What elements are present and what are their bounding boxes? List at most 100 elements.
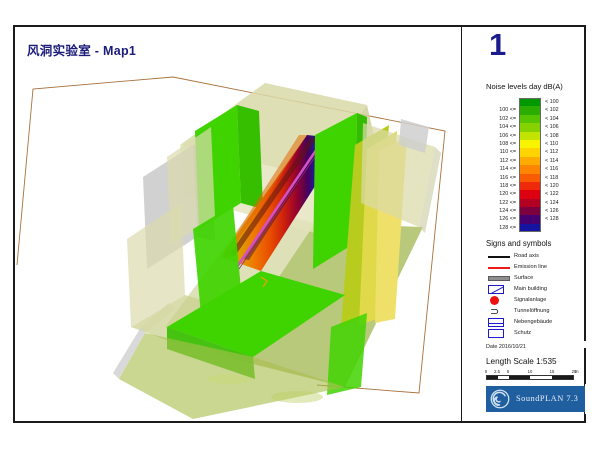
noise-legend-upper-bound: < 106 [545,124,559,131]
noise-legend-row: 104 <= < 106 [486,123,590,132]
symbols-legend: Road axis Emission line Surface Main buildi… [486,251,590,339]
symbol-legend-row: Surface [486,273,590,284]
noise-legend-row: 128 <= [486,223,590,233]
ground-slab-bottom-corner [141,303,175,333]
noise-legend-row: 122 <= < 124 [486,198,590,208]
ground-contour-blob-b [271,391,323,403]
noise-legend-lower-bound: 120 <= [499,191,516,198]
symbol-legend-label: Signalanlage [514,297,547,303]
noise-legend-color-swatch [519,123,541,132]
noise-legend-color-swatch [519,215,541,224]
emission-line-icon [488,262,510,273]
symbol-legend-row: Road axis [486,251,590,262]
tunnel-opening-icon-shape: ⊃ [490,305,500,318]
noise-legend-color-swatch [519,98,541,107]
noise-legend-row: < 100 [486,98,590,107]
symbol-legend-label: Main building [514,286,547,292]
symbol-legend-label: Tunnelöffnung [514,308,550,314]
symbol-legend-row: Emission line [486,262,590,273]
road-axis-line-icon [488,251,510,262]
noise-legend-lower-bound: 110 <= [499,149,516,156]
soundplan-logo-bar[interactable]: SoundPLAN 7.3 [486,386,598,412]
noise-legend-color-swatch [519,165,541,174]
emission-line-3d [235,136,327,268]
noise-legend-upper-bound: < 120 [545,182,559,189]
noise-legend-upper-bound: < 108 [545,132,559,139]
protection-icon [488,328,510,339]
symbol-legend-row: Main building [486,284,590,295]
noise-legend-lower-bound: 102 <= [499,115,516,122]
noise-legend-upper-bound: < 128 [545,216,559,223]
noise-band-streak-a [229,137,317,256]
noise-band-streak-c [221,135,307,257]
scale-unit-label: m [575,369,579,374]
noise-legend-row: 114 <= < 116 [486,165,590,174]
band-green-left [193,205,241,315]
noise-legend-lower-bound: 100 <= [499,107,516,114]
noise-legend-color-swatch [519,156,541,166]
noise-legend-lower-bound: 108 <= [499,140,516,147]
noise-legend-color-swatch [519,139,541,149]
noise-legend-lower-bound: 114 <= [499,166,516,173]
scale-tick-label: 0 [484,369,488,374]
noise-legend-lower-bound: 126 <= [499,216,516,223]
symbol-legend-row: Signalanlage [486,295,590,306]
noise-legend-color-swatch [519,131,541,140]
road-axis-line-icon-shape [488,255,510,258]
scale-tick-label: 2.5 [494,369,500,374]
signal-circle-icon [488,295,510,306]
main-building-icon-shape [488,285,504,294]
symbol-legend-label: Surface [514,275,534,281]
symbol-legend-row: ⊃ Tunnelöffnung [486,306,590,317]
noise-legend-color-swatch [519,148,541,157]
noise-legend-color-swatch [519,223,541,233]
noise-legend-color-swatch [519,207,541,216]
facade-green-center [313,113,357,269]
noise-legend-upper-bound: < 104 [545,115,559,122]
symbol-legend-row: Nebengebäude [486,317,590,328]
soundplan-logo-text: SoundPLAN 7.3 [516,394,579,403]
scale-tick-label: 20 [571,369,577,374]
noise-legend-lower-bound: 124 <= [499,208,516,215]
scale-tick-label: 10 [527,369,533,374]
secondary-building-icon-shape [488,318,504,327]
noise-legend-row: 100 <= < 102 [486,106,590,115]
page-number: 1 [489,27,507,62]
noise-band-corridor [221,135,345,271]
noise-model-3d[interactable] [15,27,461,421]
noise-legend-color-swatch [519,173,541,182]
panel-divider [461,27,462,421]
noise-legend-lower-bound: 118 <= [499,182,516,189]
noise-legend-upper-bound: < 126 [545,208,559,215]
logo-clip-mask [585,384,600,414]
patch-green-lower-right [327,313,367,395]
ground-contour-blob-a [207,374,251,384]
main-building-icon [488,284,510,295]
map-viewport[interactable] [15,27,461,421]
secondary-building-icon [488,317,510,328]
noise-legend-upper-bound: < 112 [545,149,559,156]
noise-legend-title: Noise levels day dB(A) [486,82,563,91]
noise-legend-upper-bound: < 110 [545,140,559,147]
noise-legend-upper-bound: < 118 [545,174,559,181]
noise-legend-row: 106 <= < 108 [486,131,590,140]
symbol-legend-row: Schutz [486,328,590,339]
noise-legend-upper-bound: < 102 [545,107,559,114]
noise-legend-lower-bound: 112 <= [499,157,516,164]
noise-legend-color-swatch [519,190,541,199]
scale-bar-group: 0 2.5 5 10 15 20 m [484,369,580,380]
symbols-legend-title: Signs and symbols [486,239,552,248]
ground-slab-bottom-left-edge [113,327,145,379]
noise-legend-color-swatch [519,198,541,208]
scale-bar [486,375,574,380]
date-label: Date 2016/10/21 [486,344,526,350]
slab-grey-top-right [399,119,429,153]
signal-circle-icon-shape [490,296,499,305]
axis-marker-icon [260,276,268,288]
noise-legend-upper-bound: < 122 [545,191,559,198]
facade-green-left-side [237,105,263,209]
noise-legend-lower-bound: 128 <= [499,224,516,231]
soundplan-swirl-icon [490,389,510,409]
noise-legend-color-swatch [519,114,541,124]
